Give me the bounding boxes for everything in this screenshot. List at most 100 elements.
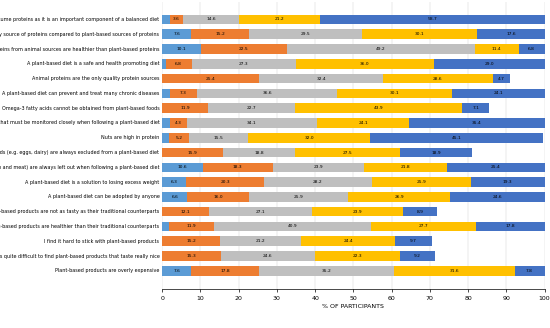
Bar: [162, 118, 170, 128]
Text: 11.9: 11.9: [180, 106, 190, 110]
Text: 22.5: 22.5: [239, 47, 249, 51]
Bar: [450, 192, 544, 202]
Text: 36.6: 36.6: [262, 92, 272, 95]
Text: 10.6: 10.6: [178, 165, 188, 169]
Text: 7.6: 7.6: [173, 269, 180, 273]
Bar: [188, 192, 249, 202]
Text: 18.8: 18.8: [254, 151, 264, 154]
Bar: [197, 89, 337, 98]
Bar: [166, 59, 192, 69]
Text: 4.3: 4.3: [175, 121, 182, 125]
Bar: [162, 207, 208, 216]
Text: 30.1: 30.1: [390, 92, 400, 95]
Text: 45.1: 45.1: [452, 136, 461, 140]
Bar: [372, 177, 471, 187]
Bar: [162, 15, 169, 24]
Text: 18.3: 18.3: [233, 165, 243, 169]
Text: 26.9: 26.9: [394, 195, 404, 199]
Bar: [221, 251, 315, 261]
Bar: [370, 133, 543, 143]
Bar: [239, 15, 320, 24]
Bar: [320, 15, 544, 24]
Text: 25.4: 25.4: [206, 77, 216, 81]
Bar: [169, 15, 183, 24]
Bar: [383, 74, 492, 83]
Text: 35.2: 35.2: [322, 269, 332, 273]
Text: 12.1: 12.1: [180, 210, 190, 214]
Bar: [162, 266, 191, 276]
Text: 21.2: 21.2: [275, 17, 284, 22]
Text: 17.8: 17.8: [505, 224, 515, 228]
Text: 27.1: 27.1: [256, 210, 265, 214]
Bar: [183, 15, 239, 24]
Text: 25.9: 25.9: [293, 195, 303, 199]
Bar: [295, 148, 400, 157]
Bar: [476, 222, 544, 231]
Bar: [364, 162, 447, 172]
Bar: [192, 59, 296, 69]
Bar: [394, 266, 515, 276]
Text: 7.1: 7.1: [472, 106, 479, 110]
Text: 23.9: 23.9: [353, 210, 362, 214]
Bar: [162, 89, 169, 98]
Text: 23.9: 23.9: [314, 165, 323, 169]
Text: 16.0: 16.0: [213, 195, 223, 199]
Bar: [162, 162, 203, 172]
Text: 25.9: 25.9: [416, 180, 426, 184]
Bar: [477, 30, 544, 39]
Bar: [404, 207, 437, 216]
Bar: [337, 89, 453, 98]
Text: 6.8: 6.8: [175, 62, 182, 66]
Text: 7.3: 7.3: [180, 92, 187, 95]
Text: 32.0: 32.0: [304, 136, 314, 140]
Bar: [433, 59, 544, 69]
Text: 6.3: 6.3: [171, 180, 178, 184]
Text: 34.1: 34.1: [247, 121, 257, 125]
Bar: [301, 236, 395, 246]
Bar: [208, 207, 312, 216]
Bar: [249, 192, 348, 202]
Text: 24.1: 24.1: [358, 121, 368, 125]
Bar: [315, 251, 400, 261]
Text: 8.9: 8.9: [417, 210, 424, 214]
Bar: [471, 177, 544, 187]
Bar: [453, 89, 544, 98]
Bar: [519, 44, 544, 54]
Text: 27.3: 27.3: [239, 62, 249, 66]
Text: 17.6: 17.6: [506, 32, 516, 36]
Bar: [447, 162, 544, 172]
Bar: [400, 251, 435, 261]
Text: 21.8: 21.8: [401, 165, 410, 169]
Bar: [169, 89, 197, 98]
Text: 22.7: 22.7: [246, 106, 256, 110]
Bar: [170, 118, 186, 128]
Text: 35.4: 35.4: [472, 121, 482, 125]
Bar: [248, 133, 370, 143]
Text: 22.3: 22.3: [353, 254, 362, 258]
Text: 24.4: 24.4: [343, 239, 353, 243]
Bar: [463, 103, 490, 113]
Text: 20.3: 20.3: [221, 180, 230, 184]
Bar: [475, 44, 519, 54]
Text: 36.0: 36.0: [360, 62, 370, 66]
Text: 14.6: 14.6: [206, 17, 216, 22]
Bar: [162, 192, 188, 202]
Bar: [191, 30, 249, 39]
Bar: [492, 74, 510, 83]
Text: 31.6: 31.6: [449, 269, 459, 273]
Bar: [191, 266, 260, 276]
Text: 21.2: 21.2: [256, 239, 266, 243]
Text: 10.1: 10.1: [177, 47, 186, 51]
Bar: [186, 118, 317, 128]
Bar: [162, 251, 221, 261]
Text: 15.2: 15.2: [186, 239, 196, 243]
Bar: [260, 74, 383, 83]
Bar: [317, 118, 409, 128]
Bar: [162, 44, 201, 54]
Bar: [162, 74, 260, 83]
Text: 24.1: 24.1: [494, 92, 503, 95]
Bar: [287, 44, 475, 54]
Bar: [249, 30, 362, 39]
Text: 32.4: 32.4: [316, 77, 326, 81]
Text: 30.1: 30.1: [415, 32, 425, 36]
